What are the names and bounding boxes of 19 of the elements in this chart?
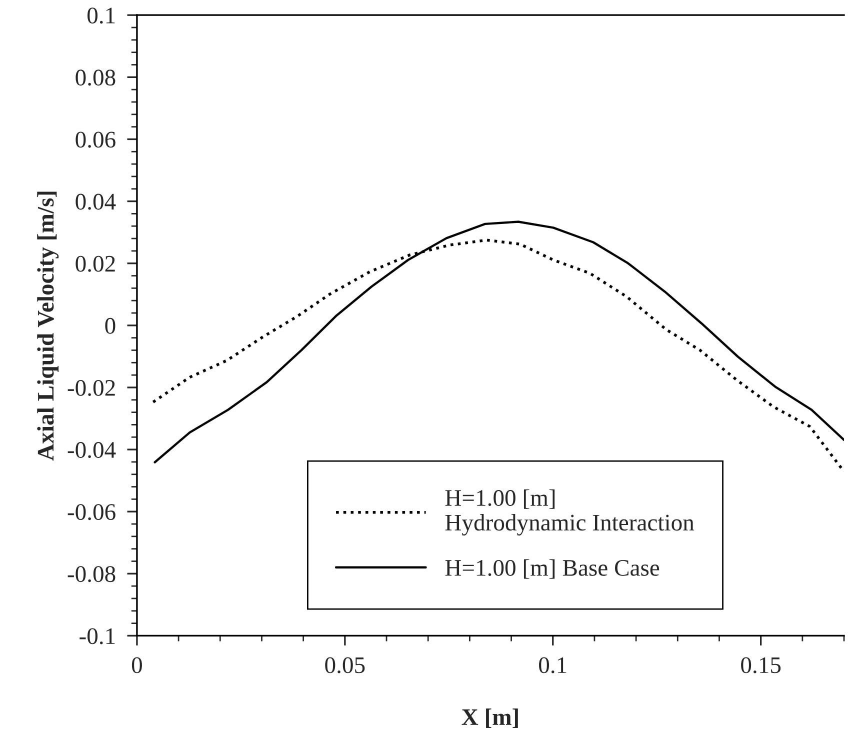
x-tick-label: 0.1 [539, 657, 566, 674]
y-tick-label: 0.02 [76, 256, 115, 272]
y-tick-label: 0.1 [88, 8, 115, 24]
y-axis-title: Axial Liquid Velocity [m/s] [37, 192, 59, 461]
legend-label: H=1.00 [m] Hydrodynamic Interaction [445, 489, 694, 536]
y-tick-label: -0.1 [80, 628, 115, 644]
y-tick-label: -0.08 [68, 566, 116, 582]
y-tick-label: 0 [105, 318, 116, 334]
y-tick-label: 0.06 [76, 132, 116, 148]
y-tick-label: 0.08 [76, 70, 116, 86]
x-axis-title: X [m] [462, 708, 518, 728]
y-tick-label: -0.06 [68, 504, 116, 520]
x-tick-label: 0.15 [741, 657, 781, 674]
y-tick-label: -0.04 [68, 442, 116, 458]
y-tick-label: -0.02 [68, 380, 115, 396]
x-tick-label: 0.05 [325, 657, 365, 674]
legend-label: H=1.00 [m] Base Case [445, 559, 660, 579]
x-tick-label: 0 [132, 657, 142, 674]
y-tick-label: 0.04 [76, 194, 116, 210]
